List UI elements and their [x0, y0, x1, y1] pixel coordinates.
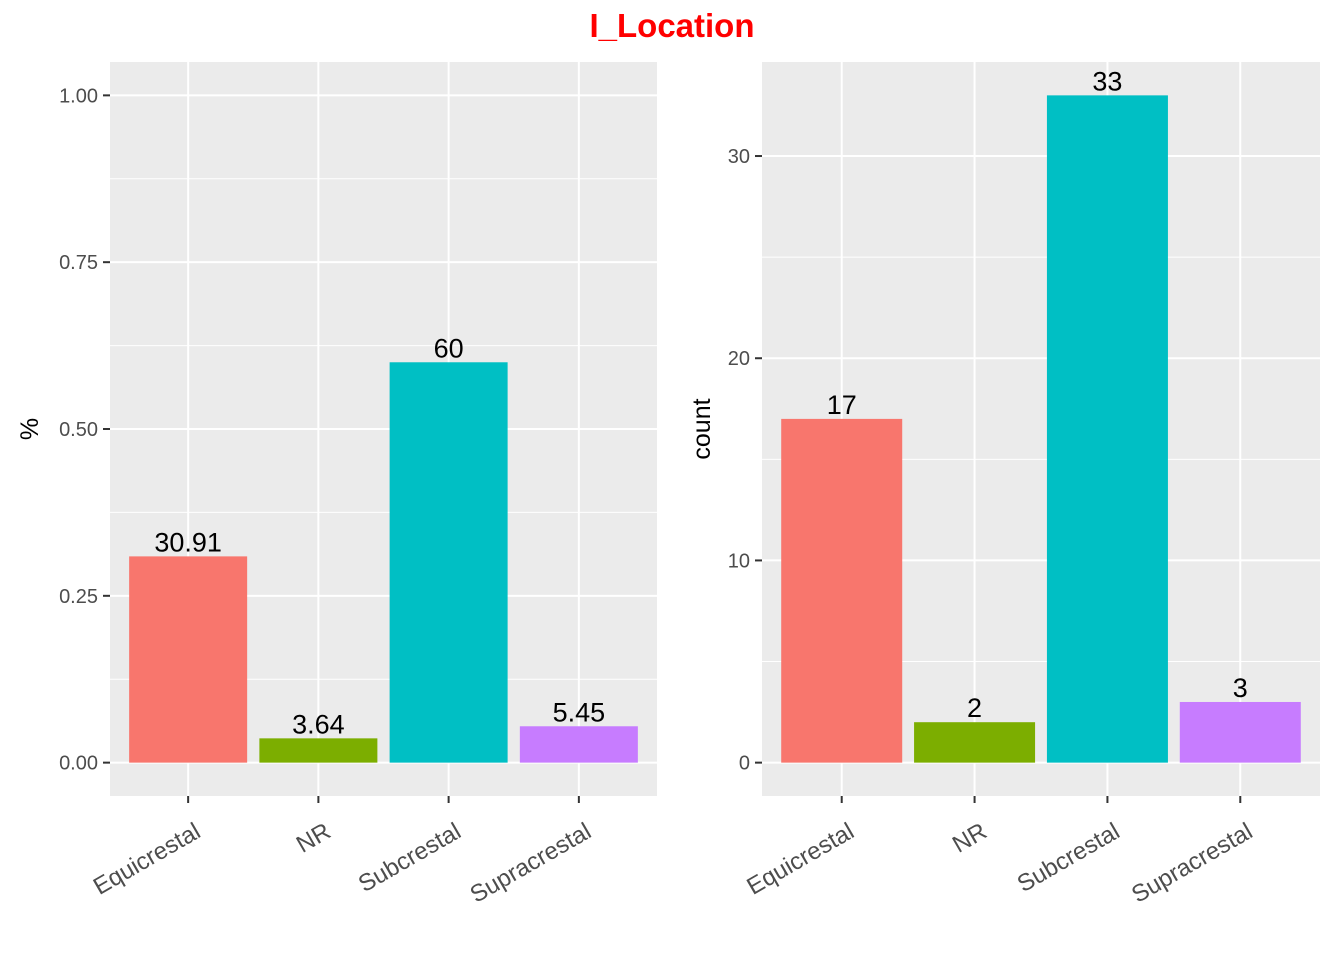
panel-1-y-tick-label: 0.50: [59, 419, 98, 441]
panel-2-x-tick-label: NR: [948, 818, 992, 859]
panel-2-y-tick-label: 20: [728, 348, 750, 370]
panel-2-x-tick-label: Supracrestal: [1127, 818, 1257, 909]
panel-2-data-label: 17: [827, 390, 857, 420]
panel-1-bar-supracrestal: [519, 726, 638, 763]
panel-1-bar-nr: [259, 738, 378, 763]
panel-1-y-tick-label: 0.00: [59, 753, 98, 775]
panel-1-y-tick-label: 1.00: [59, 85, 98, 107]
panel-1-bar-equicrestal: [129, 556, 248, 763]
panel-2-data-label: 33: [1092, 66, 1122, 96]
panel-2-x-tick-label: Equicrestal: [742, 818, 858, 901]
panel-1-x-tick-label: NR: [292, 818, 336, 859]
panel-2-data-label: 3: [1233, 673, 1248, 703]
panel-1-bar-subcrestal: [389, 362, 508, 763]
panel-2-y-tick-label: 30: [728, 146, 750, 168]
panel-1-data-label: 60: [434, 333, 464, 363]
panel-1-data-label: 5.45: [553, 697, 606, 727]
panel-2-bar-nr: [914, 722, 1036, 763]
panel-1-data-label: 3.64: [292, 709, 345, 739]
panel-1-x-tick-label: Supracrestal: [466, 818, 596, 909]
panel-1-x-tick-label: Subcrestal: [354, 818, 466, 898]
panel-2-data-label: 2: [967, 693, 982, 723]
panel-2-x-tick-label: Subcrestal: [1013, 818, 1125, 898]
panel-2-bar-supracrestal: [1179, 701, 1301, 763]
panel-1-data-label: 30.91: [154, 527, 222, 557]
panel-2-y-tick-label: 10: [728, 550, 750, 572]
panel-1-y-tick-label: 0.25: [59, 586, 98, 608]
panel-2-bar-subcrestal: [1046, 95, 1168, 763]
panel-1-x-tick-label: Equicrestal: [89, 818, 205, 901]
panel-2-y-axis-title: count: [688, 398, 716, 459]
panel-2-y-tick-label: 0: [739, 753, 750, 775]
panel-1-y-tick-label: 0.75: [59, 252, 98, 274]
panel-1-y-axis-title: %: [16, 418, 44, 440]
chart-title: I_Location: [589, 7, 755, 44]
panel-2-bar-equicrestal: [781, 418, 903, 763]
